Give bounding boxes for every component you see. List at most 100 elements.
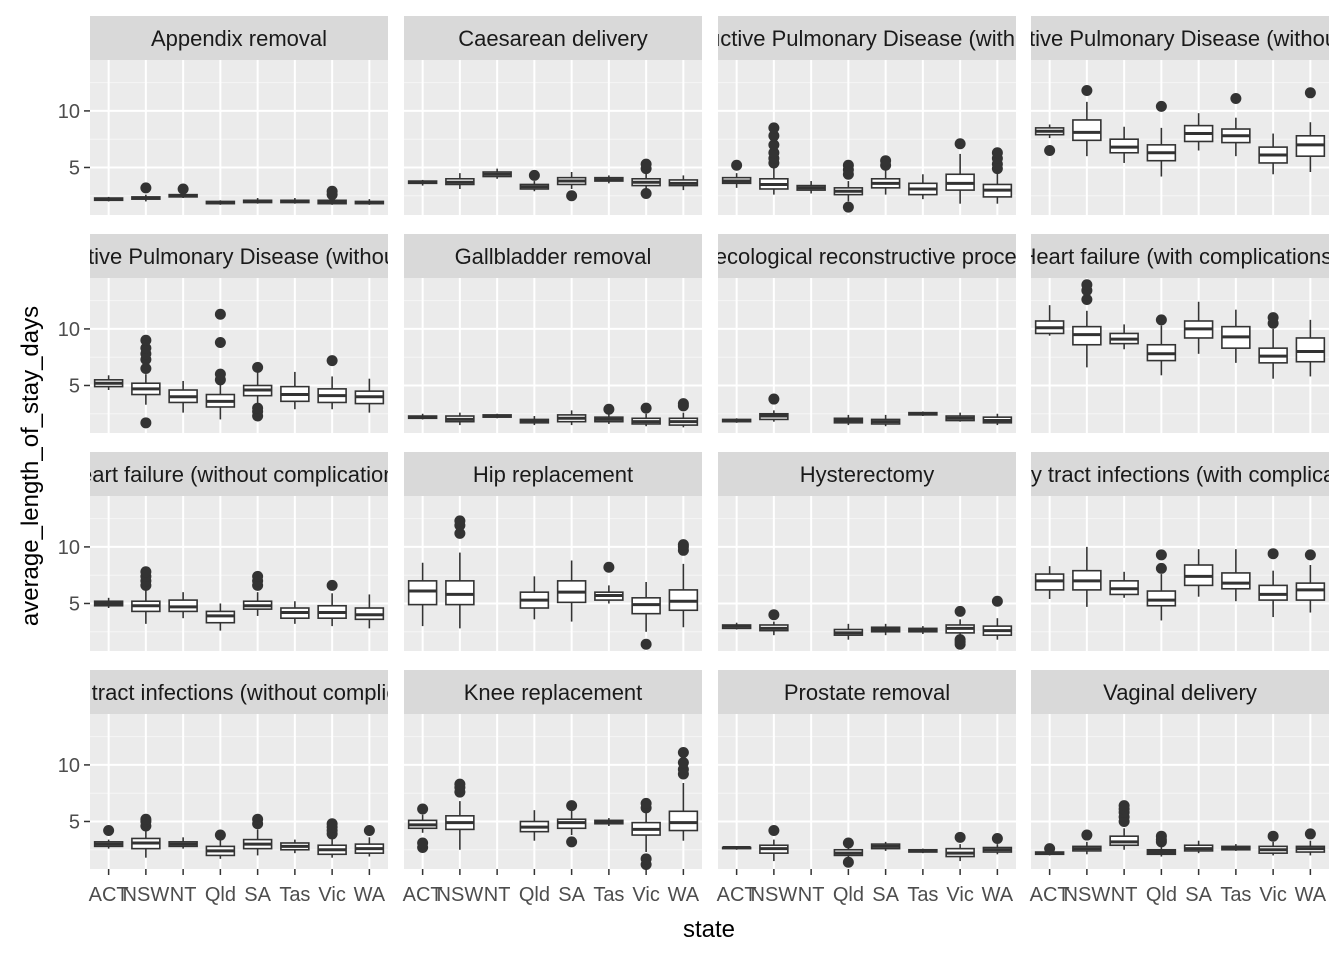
box-act xyxy=(93,375,124,391)
box-sa xyxy=(1183,840,1214,854)
box-wa xyxy=(354,199,385,205)
outlier-point xyxy=(140,182,152,194)
box-nsw xyxy=(445,412,475,426)
outlier-point xyxy=(603,561,615,573)
x-tick-label: ACT xyxy=(1030,884,1070,906)
outlier-point xyxy=(1267,830,1279,842)
box-qld xyxy=(833,837,864,868)
box-iqr xyxy=(1295,582,1326,601)
box-act xyxy=(721,418,752,423)
box-tas xyxy=(280,198,310,204)
x-tick-label: NSW xyxy=(123,884,170,906)
outlier-point xyxy=(214,336,226,348)
box-nsw xyxy=(1072,829,1102,855)
x-tick-label: WA xyxy=(1295,884,1327,906)
box-tas xyxy=(1221,309,1251,363)
x-tick-label: WA xyxy=(668,884,700,906)
outlier-point xyxy=(252,813,264,825)
box-act xyxy=(1034,566,1065,599)
box-act xyxy=(721,846,752,850)
outlier-point xyxy=(1081,829,1093,841)
box-sa xyxy=(242,813,273,856)
box-qld xyxy=(519,810,550,841)
outlier-point xyxy=(1230,92,1242,104)
outlier-point xyxy=(768,609,780,621)
outlier-point xyxy=(954,831,966,843)
box-tas xyxy=(594,561,624,604)
x-tick-label: WA xyxy=(354,884,386,906)
box-vic xyxy=(631,797,661,870)
y-tick-label: 10 xyxy=(58,101,80,123)
facet-strip xyxy=(1031,452,1329,496)
box-nsw xyxy=(131,566,161,624)
box-sa xyxy=(556,172,587,202)
outlier-point xyxy=(603,403,615,415)
outlier-point xyxy=(103,825,115,837)
outlier-point xyxy=(991,832,1003,844)
outlier-point xyxy=(842,159,854,171)
box-qld xyxy=(205,200,236,205)
box-act xyxy=(1034,305,1065,336)
facet-panel-gallbladder-removal: Gallbladder removal xyxy=(404,234,702,433)
box-nt xyxy=(1109,571,1139,598)
box-act xyxy=(721,159,752,188)
x-tick-label: Vic xyxy=(632,884,659,906)
box-nsw xyxy=(445,778,475,850)
box-iqr xyxy=(1146,590,1177,607)
facet-panel-heart-failure-with-complications: Heart failure (with complications) xyxy=(1020,234,1339,433)
box-vic xyxy=(631,158,661,200)
box-qld xyxy=(205,829,236,859)
box-wa xyxy=(668,746,699,841)
box-vic xyxy=(317,185,347,205)
box-wa xyxy=(982,595,1013,640)
facet-title: Heart failure (with complications) xyxy=(1020,244,1339,269)
facet-strip xyxy=(404,16,702,60)
box-tas xyxy=(908,626,938,635)
x-tick-label: Vic xyxy=(946,884,973,906)
box-sa xyxy=(242,361,273,422)
outlier-point xyxy=(566,800,578,812)
box-iqr xyxy=(1221,572,1251,590)
box-tas xyxy=(908,411,938,417)
x-tick-label: Qld xyxy=(519,884,550,906)
box-sa xyxy=(870,414,901,427)
box-iqr xyxy=(407,580,438,606)
box-sa xyxy=(1183,549,1214,597)
outlier-point xyxy=(768,393,780,405)
panel-background xyxy=(404,714,702,869)
outlier-point xyxy=(1304,87,1316,99)
box-qld xyxy=(205,308,236,420)
x-tick-label: ACT xyxy=(717,884,757,906)
box-tas xyxy=(594,403,624,424)
panel-background xyxy=(1031,714,1329,869)
y-tick-label: 5 xyxy=(69,811,80,833)
box-sa xyxy=(556,410,587,426)
outlier-point xyxy=(1267,548,1279,560)
x-tick-label: Tas xyxy=(593,884,624,906)
x-tick-label: Vic xyxy=(318,884,345,906)
facet-panel-urinary-tract-infections-with-complications: Urinary tract infections (with complicat… xyxy=(1031,452,1329,651)
outlier-point xyxy=(252,570,264,582)
outlier-point xyxy=(214,829,226,841)
facet-strip xyxy=(718,670,1016,714)
box-nsw xyxy=(131,182,161,202)
y-tick-label: 10 xyxy=(58,537,80,559)
facet-title: Hysterectomy xyxy=(800,462,934,487)
x-tick-label: Tas xyxy=(279,884,310,906)
facet-strip xyxy=(90,670,388,714)
box-sa xyxy=(1183,113,1214,151)
outlier-point xyxy=(640,402,652,414)
box-nsw xyxy=(131,813,161,858)
outlier-point xyxy=(1155,562,1167,574)
x-tick-label: NT xyxy=(484,884,511,906)
outlier-point xyxy=(640,158,652,170)
x-tick-label: NSW xyxy=(1064,884,1111,906)
x-tick-label: Vic xyxy=(1259,884,1286,906)
facet-panel-gynaecological-reconstructive-procedures: Gynaecological reconstructive procedures xyxy=(718,234,1016,433)
outlier-point xyxy=(677,398,689,410)
panel-background xyxy=(90,496,388,651)
box-act xyxy=(407,562,438,627)
